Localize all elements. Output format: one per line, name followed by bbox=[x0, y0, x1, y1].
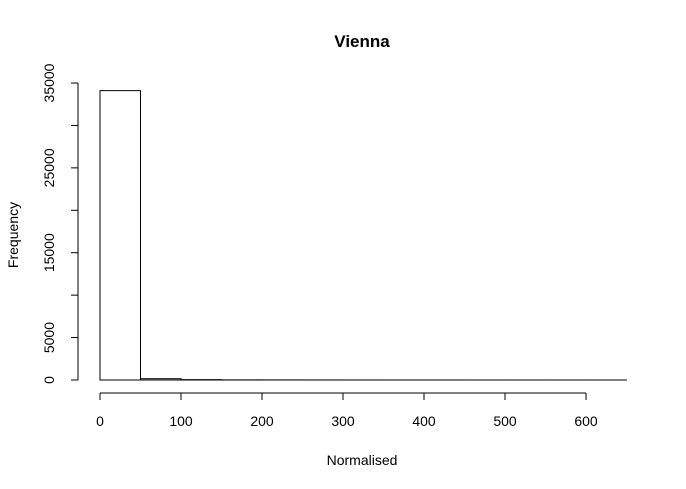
y-axis: 0 5000 15000 25000 35000 bbox=[41, 63, 79, 384]
chart-title: Vienna bbox=[334, 32, 390, 51]
y-tick-label: 15000 bbox=[41, 233, 57, 272]
bars-group bbox=[99, 90, 627, 381]
y-axis-label: Frequency bbox=[5, 202, 21, 268]
x-tick-label: 300 bbox=[331, 413, 355, 429]
histogram-bar bbox=[140, 378, 182, 381]
x-tick-label: 100 bbox=[169, 413, 193, 429]
x-tick-label: 400 bbox=[412, 413, 436, 429]
y-tick-label: 25000 bbox=[41, 148, 57, 187]
y-tick-label: 35000 bbox=[41, 63, 57, 102]
x-tick-label: 600 bbox=[574, 413, 598, 429]
x-tick-label: 0 bbox=[96, 413, 104, 429]
histogram-bar bbox=[99, 90, 141, 381]
x-tick-label: 200 bbox=[250, 413, 274, 429]
y-tick-label: 5000 bbox=[41, 322, 57, 353]
x-axis: 0 100 200 300 400 500 600 bbox=[96, 392, 598, 429]
y-tick-label: 0 bbox=[41, 376, 57, 384]
x-axis-label: Normalised bbox=[327, 452, 398, 468]
x-tick-label: 500 bbox=[493, 413, 517, 429]
